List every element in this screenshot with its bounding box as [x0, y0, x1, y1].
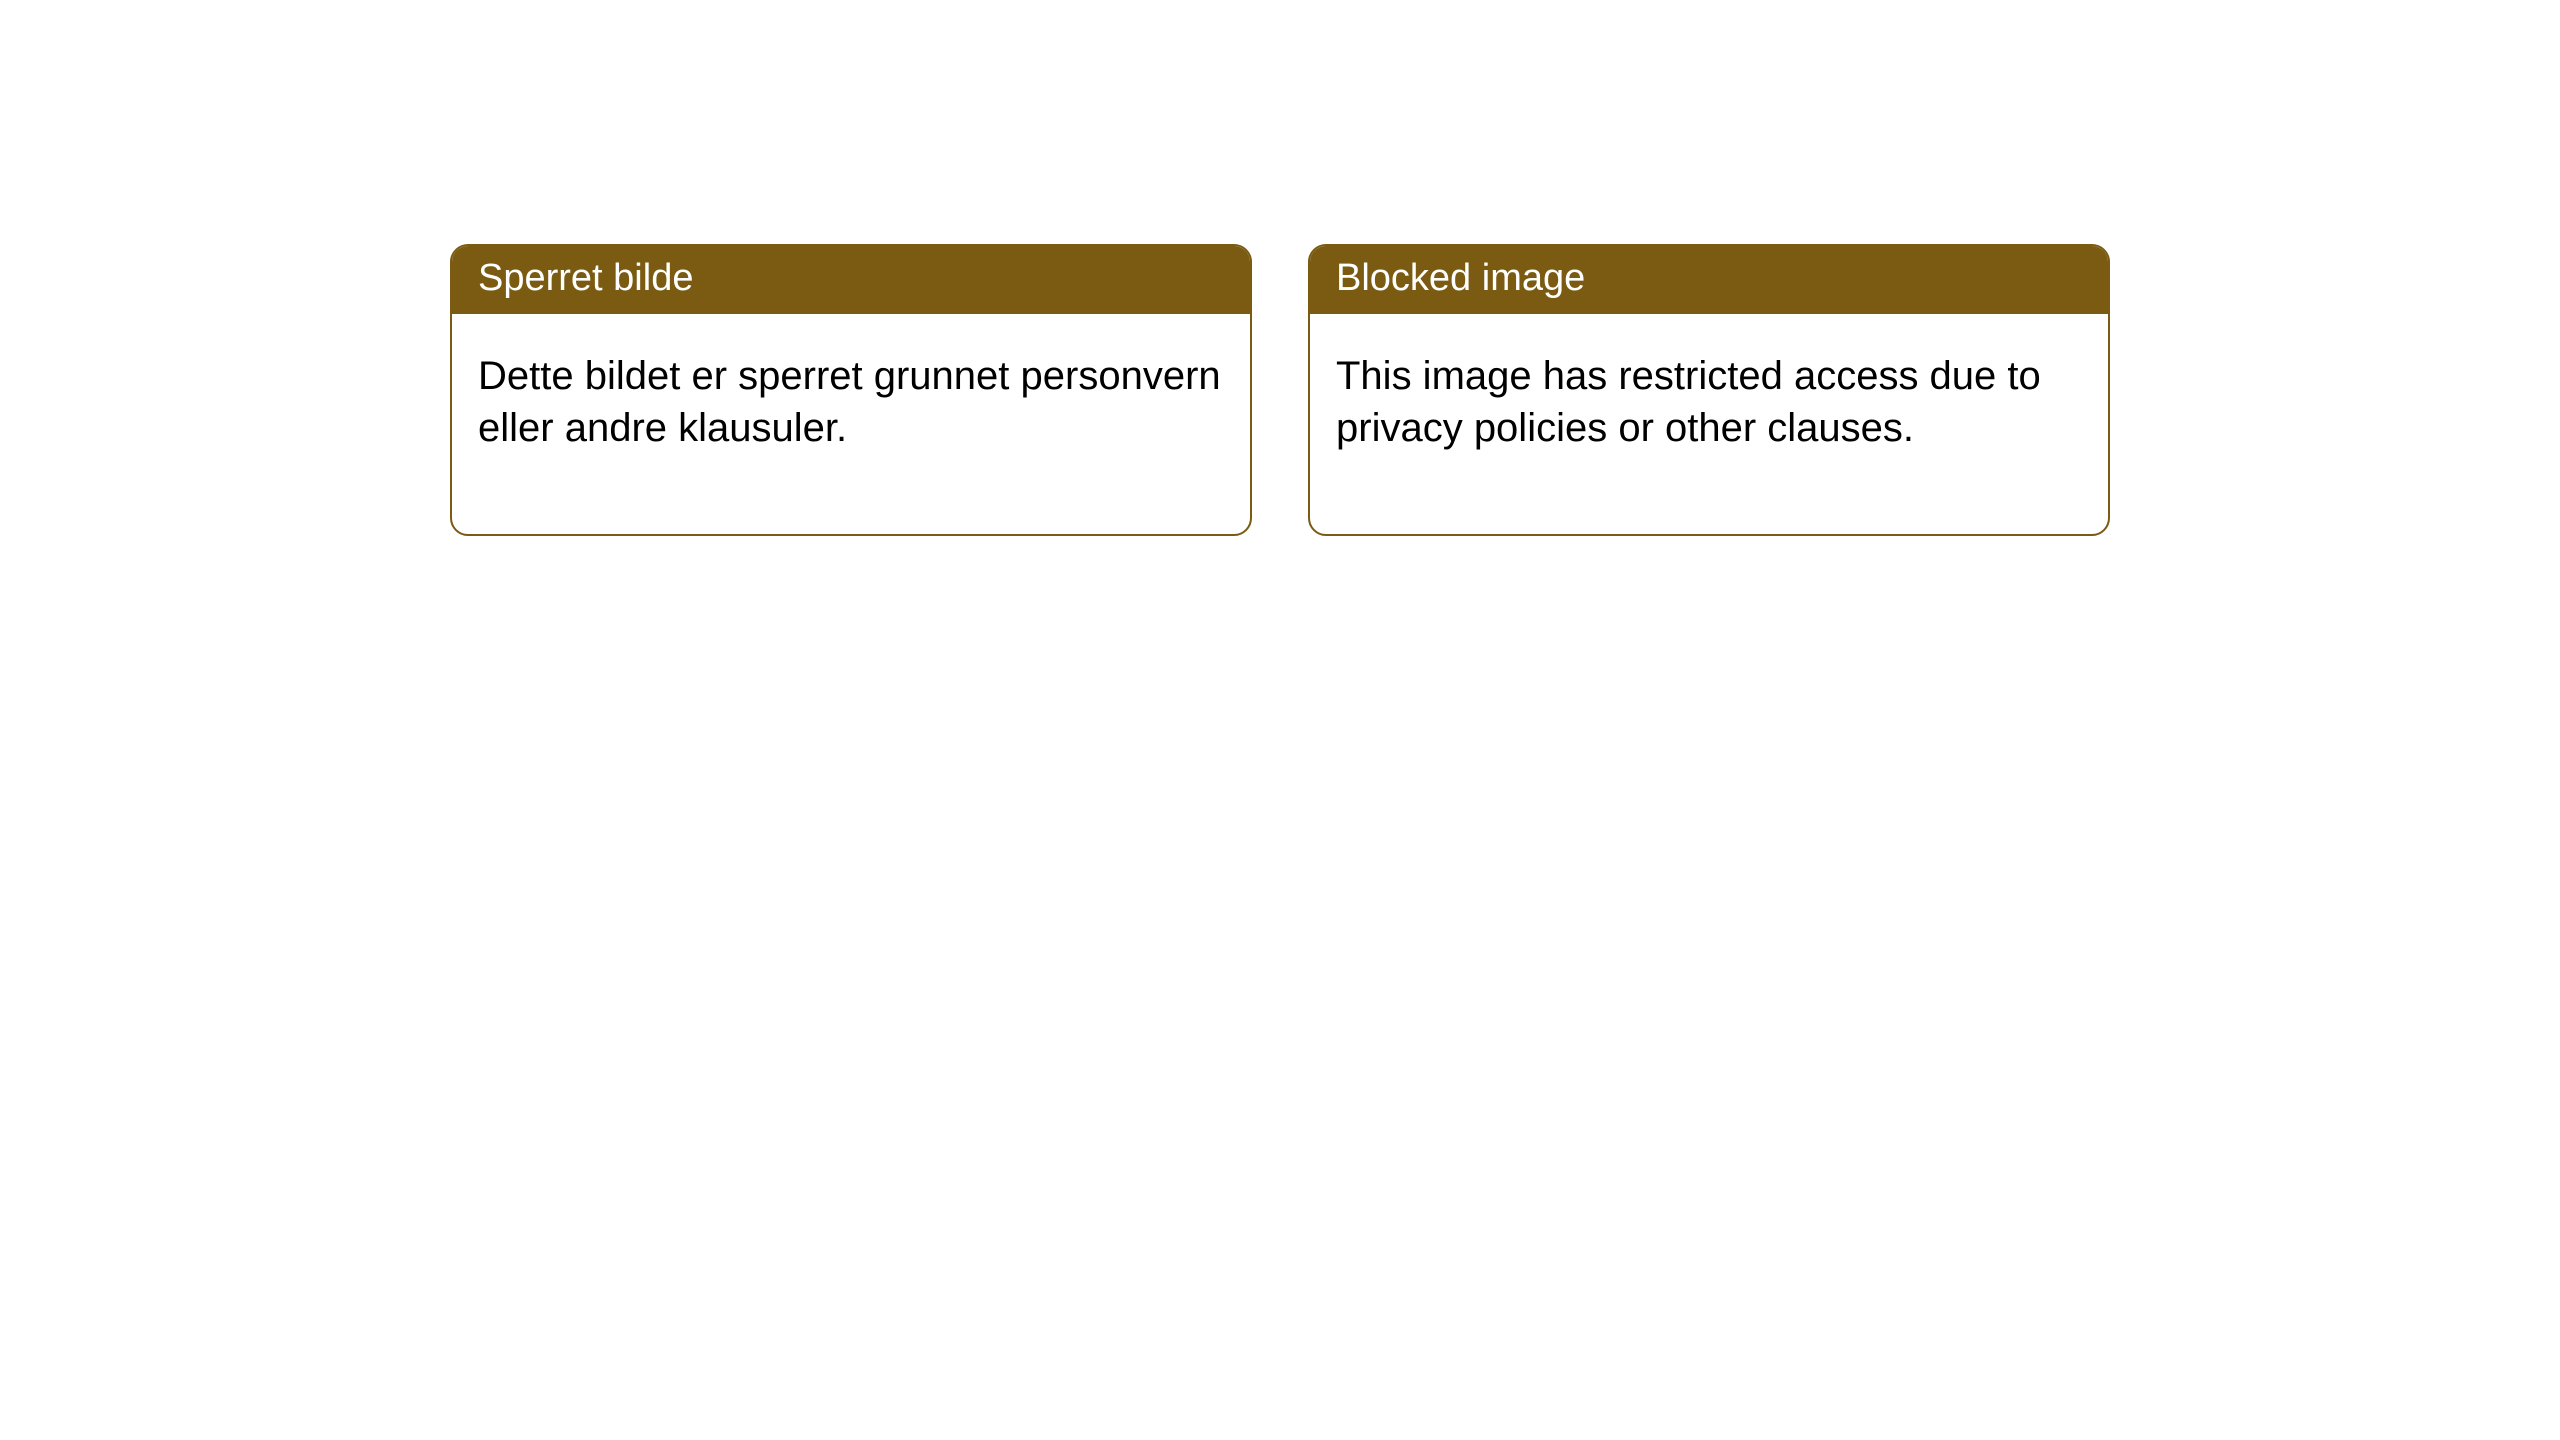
notice-card-no: Sperret bilde Dette bildet er sperret gr…	[450, 244, 1252, 536]
notice-body-no: Dette bildet er sperret grunnet personve…	[452, 314, 1250, 534]
notice-card-en: Blocked image This image has restricted …	[1308, 244, 2110, 536]
notice-title-no: Sperret bilde	[452, 246, 1250, 314]
notice-container: Sperret bilde Dette bildet er sperret gr…	[0, 0, 2560, 536]
notice-title-en: Blocked image	[1310, 246, 2108, 314]
notice-body-en: This image has restricted access due to …	[1310, 314, 2108, 534]
